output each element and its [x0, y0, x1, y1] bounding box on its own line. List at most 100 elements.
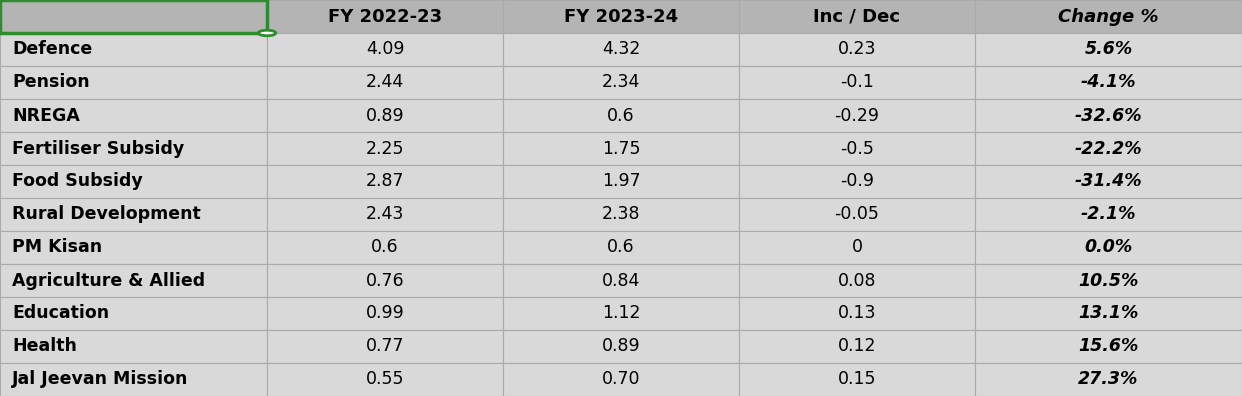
Text: Change %: Change %	[1058, 8, 1159, 25]
Text: Pension: Pension	[12, 74, 89, 91]
Text: 2.87: 2.87	[366, 173, 404, 190]
Bar	[0, 198, 267, 231]
Bar	[739, 330, 975, 363]
Bar	[739, 297, 975, 330]
Text: -0.9: -0.9	[840, 173, 874, 190]
Text: 0.6: 0.6	[607, 238, 635, 257]
Text: -31.4%: -31.4%	[1074, 173, 1143, 190]
Bar	[0, 330, 267, 363]
Bar	[975, 198, 1242, 231]
Text: 13.1%: 13.1%	[1078, 305, 1139, 322]
Text: Fertiliser Subsidy: Fertiliser Subsidy	[12, 139, 185, 158]
Text: 0.76: 0.76	[365, 272, 405, 289]
Bar	[975, 99, 1242, 132]
Text: Food Subsidy: Food Subsidy	[12, 173, 143, 190]
Text: 0.70: 0.70	[602, 371, 640, 388]
Bar	[0, 363, 267, 396]
Bar	[739, 66, 975, 99]
Text: 0.12: 0.12	[838, 337, 876, 356]
Bar	[975, 264, 1242, 297]
Bar	[0, 66, 267, 99]
Bar	[503, 231, 739, 264]
Bar	[267, 33, 503, 66]
Text: Agriculture & Allied: Agriculture & Allied	[12, 272, 205, 289]
Bar	[267, 0, 503, 33]
Bar	[267, 198, 503, 231]
Bar	[739, 132, 975, 165]
Text: 0.23: 0.23	[838, 40, 876, 59]
Text: 2.44: 2.44	[366, 74, 404, 91]
Text: Health: Health	[12, 337, 77, 356]
Bar	[739, 99, 975, 132]
Text: 0.89: 0.89	[601, 337, 641, 356]
Text: 0.08: 0.08	[838, 272, 876, 289]
Text: Defence: Defence	[12, 40, 93, 59]
Text: 4.09: 4.09	[366, 40, 404, 59]
Bar	[503, 33, 739, 66]
Bar	[267, 99, 503, 132]
Bar	[0, 0, 267, 33]
Text: 1.75: 1.75	[602, 139, 640, 158]
Bar	[975, 297, 1242, 330]
Bar	[503, 132, 739, 165]
Text: -0.1: -0.1	[840, 74, 874, 91]
Bar	[0, 297, 267, 330]
Bar	[0, 99, 267, 132]
Text: -32.6%: -32.6%	[1074, 107, 1143, 124]
Bar	[739, 33, 975, 66]
Bar	[0, 33, 267, 66]
Text: 10.5%: 10.5%	[1078, 272, 1139, 289]
Text: 0.0%: 0.0%	[1084, 238, 1133, 257]
Text: 0.89: 0.89	[365, 107, 405, 124]
Text: Rural Development: Rural Development	[12, 206, 201, 223]
Text: -22.2%: -22.2%	[1074, 139, 1143, 158]
Bar	[267, 297, 503, 330]
Bar	[267, 165, 503, 198]
Text: 0.99: 0.99	[365, 305, 405, 322]
Bar	[503, 264, 739, 297]
Text: 2.34: 2.34	[602, 74, 640, 91]
Bar	[267, 66, 503, 99]
Bar	[975, 0, 1242, 33]
Text: 0.84: 0.84	[602, 272, 640, 289]
Text: 0.6: 0.6	[371, 238, 399, 257]
Bar	[739, 231, 975, 264]
Text: -0.05: -0.05	[835, 206, 879, 223]
Bar	[975, 33, 1242, 66]
Text: 5.6%: 5.6%	[1084, 40, 1133, 59]
Bar	[503, 363, 739, 396]
Bar	[503, 99, 739, 132]
Text: 2.43: 2.43	[366, 206, 404, 223]
Bar	[503, 198, 739, 231]
Text: 1.12: 1.12	[602, 305, 640, 322]
Text: 4.32: 4.32	[602, 40, 640, 59]
Bar	[975, 165, 1242, 198]
Bar	[503, 297, 739, 330]
Bar	[975, 132, 1242, 165]
Bar	[0, 0, 267, 33]
Text: Inc / Dec: Inc / Dec	[814, 8, 900, 25]
Text: 27.3%: 27.3%	[1078, 371, 1139, 388]
Text: 0.6: 0.6	[607, 107, 635, 124]
Text: 0: 0	[852, 238, 862, 257]
Bar	[503, 66, 739, 99]
Circle shape	[258, 30, 276, 36]
Text: FY 2023-24: FY 2023-24	[564, 8, 678, 25]
Bar	[739, 264, 975, 297]
Text: 2.38: 2.38	[602, 206, 640, 223]
Text: 2.25: 2.25	[366, 139, 404, 158]
Text: 0.15: 0.15	[838, 371, 876, 388]
Bar	[739, 165, 975, 198]
Bar	[267, 330, 503, 363]
Bar	[267, 363, 503, 396]
Text: 15.6%: 15.6%	[1078, 337, 1139, 356]
Bar	[0, 132, 267, 165]
Bar	[0, 165, 267, 198]
Bar	[975, 330, 1242, 363]
Text: -2.1%: -2.1%	[1081, 206, 1136, 223]
Bar	[267, 132, 503, 165]
Bar	[0, 231, 267, 264]
Text: 1.97: 1.97	[601, 173, 641, 190]
Bar	[0, 264, 267, 297]
Text: -0.29: -0.29	[835, 107, 879, 124]
